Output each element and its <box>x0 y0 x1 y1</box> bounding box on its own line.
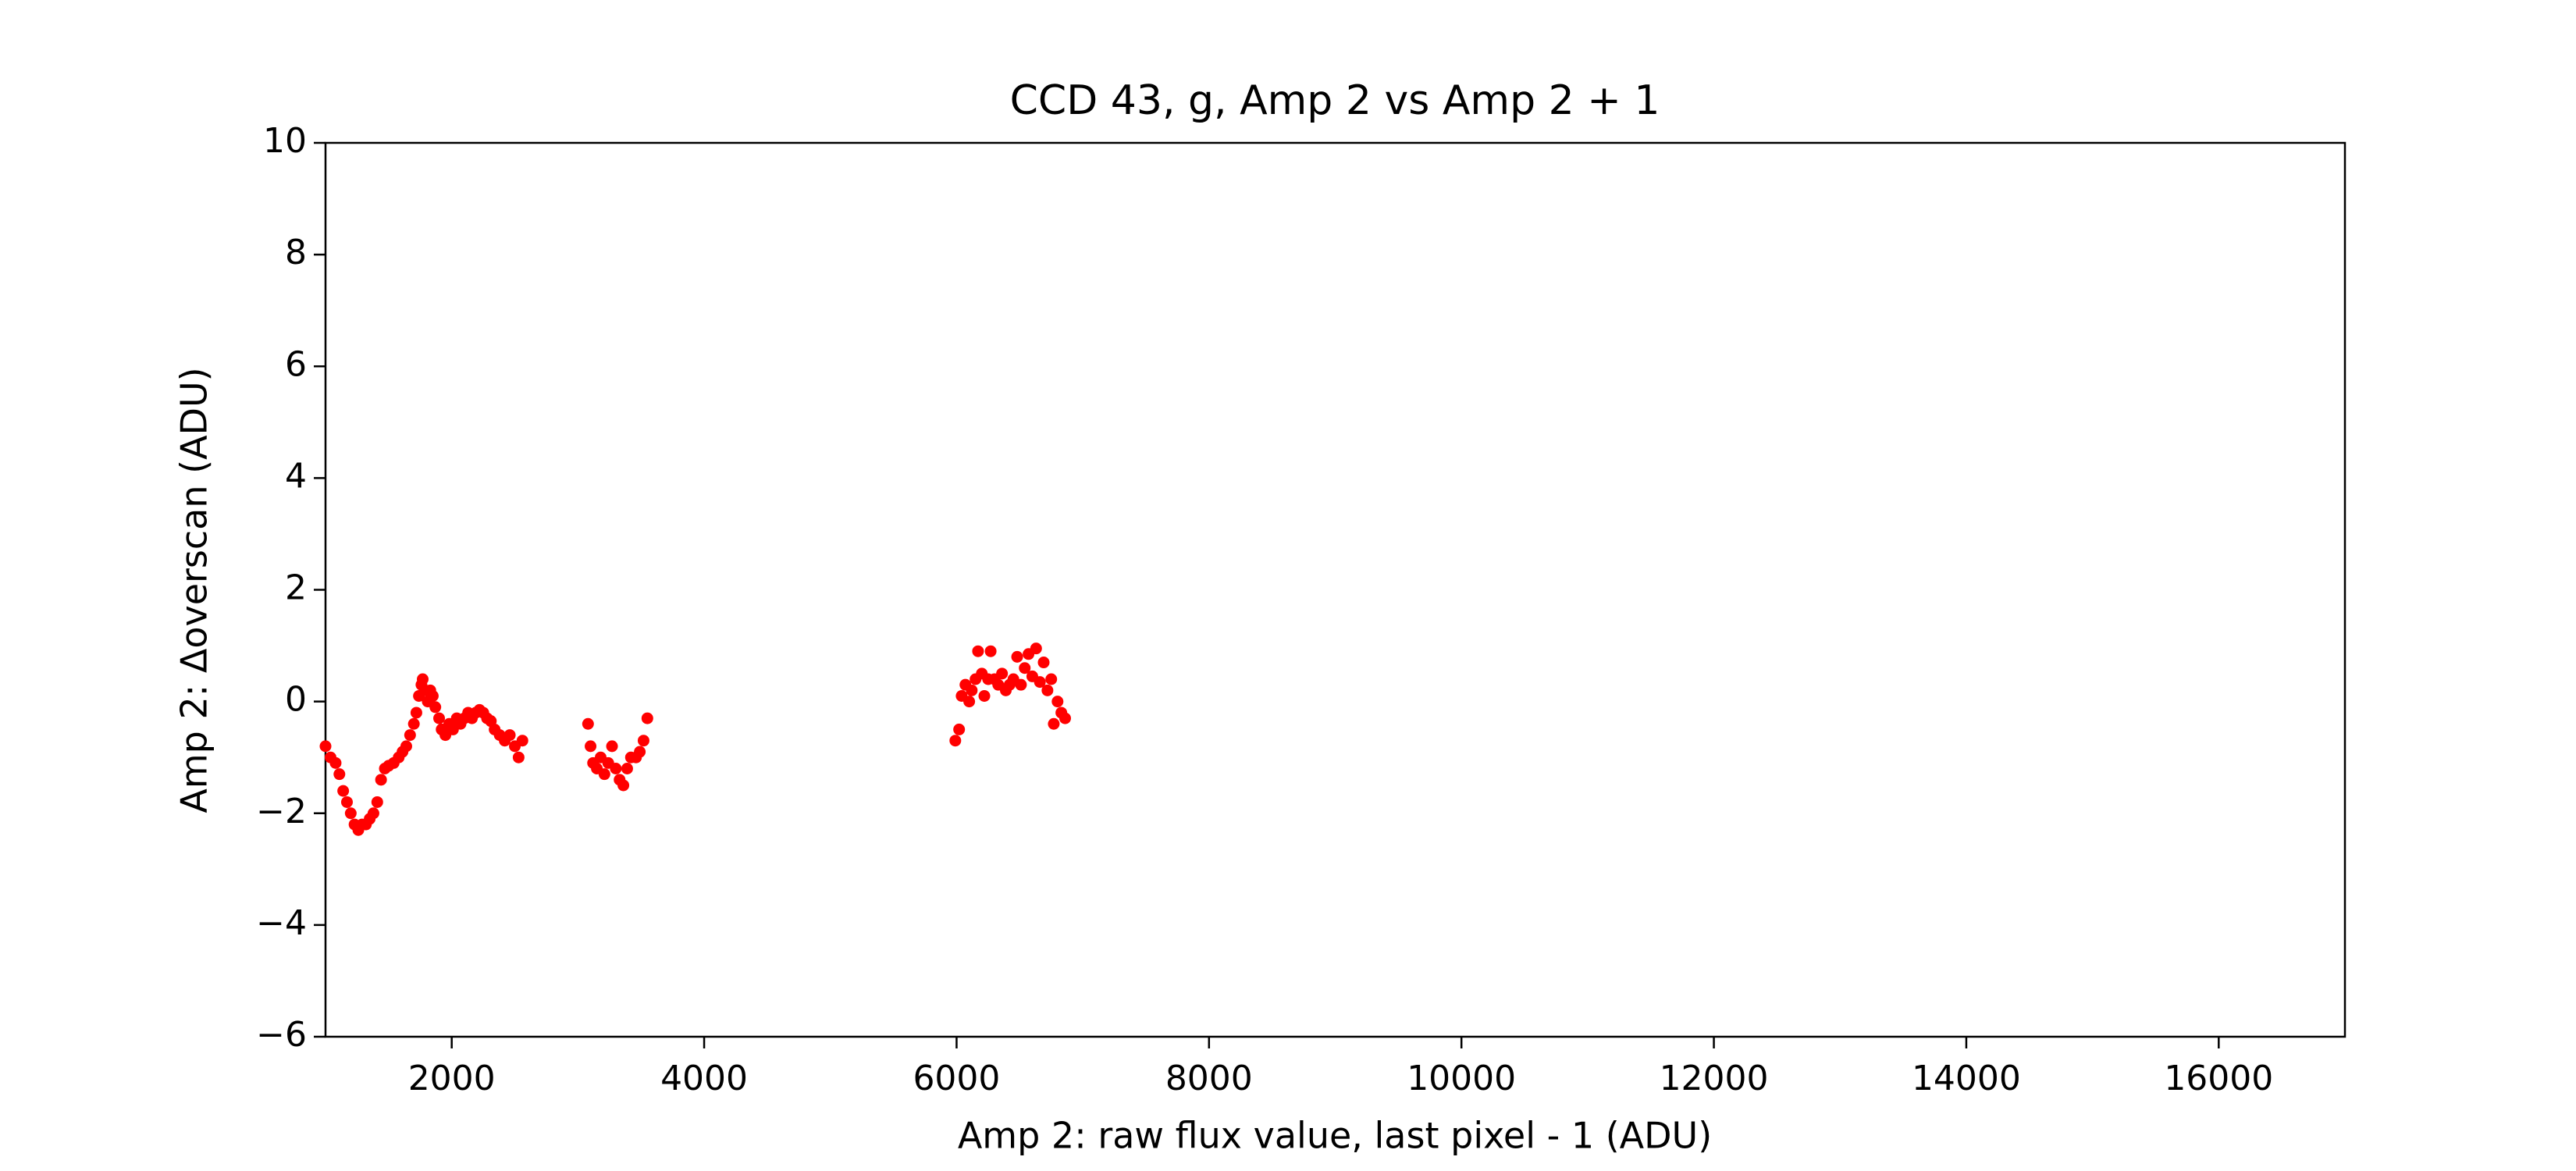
data-point <box>1019 662 1031 674</box>
x-axis-label: Amp 2: raw flux value, last pixel - 1 (A… <box>958 1115 1712 1157</box>
data-point <box>972 645 984 657</box>
y-tick-label: −2 <box>256 792 307 831</box>
data-point <box>963 696 976 708</box>
chart-title: CCD 43, g, Amp 2 vs Amp 2 + 1 <box>1010 77 1660 124</box>
data-point <box>598 768 610 781</box>
y-tick-label: 8 <box>285 233 307 272</box>
data-point <box>404 729 416 742</box>
data-point <box>996 667 1009 680</box>
data-point <box>375 774 387 786</box>
data-point <box>606 740 618 753</box>
data-point <box>610 763 622 774</box>
x-tick-label: 14000 <box>1912 1059 2021 1098</box>
data-point <box>503 729 516 742</box>
data-point <box>340 795 353 808</box>
data-point <box>1011 650 1023 663</box>
data-point <box>966 684 978 696</box>
data-point <box>1030 642 1042 655</box>
data-point <box>319 740 332 753</box>
y-tick-label: −6 <box>256 1015 307 1055</box>
y-axis-label: Amp 2: Δoverscan (ADU) <box>173 367 215 813</box>
data-point <box>1034 676 1046 689</box>
data-point <box>949 735 962 747</box>
data-point <box>582 717 594 730</box>
data-point <box>1041 684 1054 696</box>
data-point <box>984 645 997 657</box>
data-point <box>410 707 422 719</box>
data-point <box>367 807 379 820</box>
data-point <box>621 763 633 774</box>
data-point <box>1051 696 1064 708</box>
x-tick-label: 6000 <box>913 1059 1000 1098</box>
data-point <box>426 689 439 702</box>
data-point <box>407 717 420 730</box>
data-point <box>634 746 646 758</box>
x-tick-label: 16000 <box>2164 1059 2273 1098</box>
data-point <box>1045 673 1058 685</box>
data-point <box>617 779 630 792</box>
x-tick-label: 4000 <box>660 1059 748 1098</box>
data-point <box>1048 717 1060 730</box>
plot-frame <box>324 141 2347 1038</box>
data-point <box>512 751 525 763</box>
y-tick-label: 6 <box>285 344 307 384</box>
y-tick-label: 0 <box>285 680 307 720</box>
data-point <box>433 712 446 724</box>
data-point <box>337 785 350 797</box>
data-point <box>641 712 653 724</box>
data-point <box>400 740 412 753</box>
x-tick-label: 2000 <box>408 1059 496 1098</box>
x-tick-label: 8000 <box>1165 1059 1253 1098</box>
data-point <box>978 689 991 702</box>
data-point <box>416 673 429 685</box>
data-point <box>429 701 442 714</box>
data-point <box>371 795 383 808</box>
y-tick-label: 2 <box>285 568 307 608</box>
data-point <box>585 740 597 753</box>
y-tick-label: −4 <box>256 903 307 943</box>
x-tick-label: 12000 <box>1660 1059 1769 1098</box>
data-point <box>329 756 342 769</box>
y-tick-label: 4 <box>285 456 307 496</box>
data-point <box>1037 657 1050 669</box>
data-point <box>953 723 966 735</box>
x-tick-label: 10000 <box>1407 1059 1516 1098</box>
data-point <box>637 735 649 747</box>
data-point <box>1015 678 1027 691</box>
data-point <box>333 768 346 781</box>
y-tick-label: 10 <box>263 121 307 161</box>
data-point <box>344 807 357 820</box>
data-point <box>516 735 528 747</box>
data-point <box>1059 712 1071 724</box>
